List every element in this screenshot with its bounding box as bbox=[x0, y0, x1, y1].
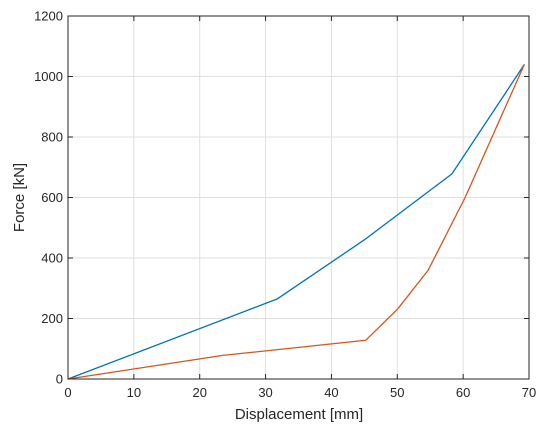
y-tick-label: 200 bbox=[41, 311, 63, 326]
y-axis-title: Force [kN] bbox=[11, 163, 28, 232]
x-tick-label: 40 bbox=[324, 385, 338, 400]
axes bbox=[67, 15, 530, 380]
y-tick-label: 800 bbox=[41, 130, 63, 145]
series-line-2 bbox=[67, 64, 525, 380]
plot-frame bbox=[67, 15, 530, 380]
y-tick-label: 600 bbox=[41, 190, 63, 205]
y-tick-label: 1000 bbox=[34, 69, 63, 84]
x-tick-label: 0 bbox=[64, 385, 71, 400]
x-tick-label: 50 bbox=[390, 385, 404, 400]
x-tick-label: 30 bbox=[258, 385, 272, 400]
x-axis-title: Displacement [mm] bbox=[235, 406, 363, 423]
series-layer bbox=[67, 64, 525, 380]
y-tick-label: 0 bbox=[56, 372, 63, 387]
tick-labels: 0 10 20 30 40 50 60 70 0 200 400 600 800 1000 1200 bbox=[34, 9, 536, 401]
series-line-1 bbox=[67, 64, 525, 380]
y-tick-label: 1200 bbox=[34, 9, 63, 24]
grid bbox=[67, 15, 530, 380]
x-tick-label: 20 bbox=[192, 385, 206, 400]
x-tick-label: 60 bbox=[456, 385, 470, 400]
x-tick-label: 10 bbox=[127, 385, 141, 400]
x-tick-label: 70 bbox=[522, 385, 536, 400]
y-tick-label: 400 bbox=[41, 251, 63, 266]
